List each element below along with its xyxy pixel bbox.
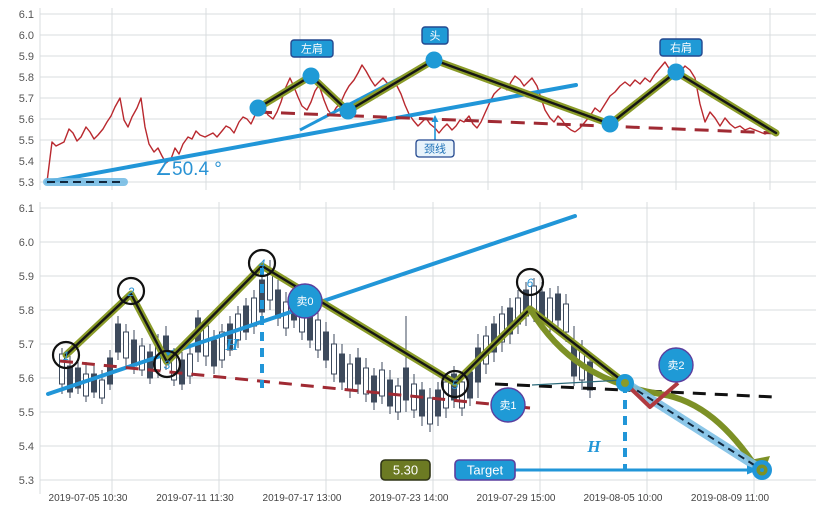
bottom-y-tick: 6.1	[19, 203, 34, 215]
pivot-circles	[51, 248, 545, 399]
x-axis-labels: 2019-07-05 10:30 2019-07-11 11:30 2019-0…	[49, 493, 770, 504]
sell1-marker-label: 卖1	[499, 399, 516, 412]
neckline-tag[interactable]: 颈线	[415, 139, 455, 158]
angle-annotation: ∠50.4 °	[155, 159, 222, 180]
target-price-badge-label: 5.30	[393, 463, 418, 478]
top-y-axis-labels: 6.1 6.0 5.9 5.8 5.7 5.6 5.5 5.4 5.3	[19, 9, 34, 189]
sell0-marker[interactable]: 卖0	[287, 283, 323, 319]
bottom-y-axis-labels: 6.1 6.0 5.9 5.8 5.7 5.6 5.5 5.4 5.3	[19, 203, 34, 487]
pivot-circle-4[interactable]	[247, 248, 277, 278]
top-neckline	[257, 110, 777, 135]
sell1-marker[interactable]: 卖1	[490, 387, 526, 423]
x-tick: 2019-07-23 14:00	[370, 493, 449, 504]
bottom-y-tick: 6.0	[19, 237, 34, 249]
projection-curve	[527, 306, 761, 473]
top-vertical-gridlines	[39, 8, 771, 190]
pivot-num-5: 5	[452, 378, 459, 392]
x-tick: 2019-07-05 10:30	[49, 493, 128, 504]
bottom-y-tick: 5.6	[19, 373, 34, 385]
top-y-tick: 5.8	[19, 72, 34, 84]
top-y-tick: 5.5	[19, 135, 34, 147]
sell1-leader-line	[531, 379, 625, 386]
height-label-upper: H	[224, 335, 239, 354]
left-shoulder-tag-label: 左肩	[301, 42, 323, 56]
top-uptrend-line	[45, 83, 578, 184]
target-button-label: Target	[467, 463, 504, 478]
bottom-plot-background	[40, 202, 816, 484]
neckline-pointer-arrow	[431, 115, 439, 122]
top-y-tick: 5.4	[19, 156, 34, 168]
pivot-dot-left-shoulder	[302, 67, 320, 85]
measured-move-dashed	[626, 383, 763, 471]
height-label-lower: H	[586, 437, 601, 456]
pivot-num-3: 3	[164, 358, 171, 372]
bottom-y-tick: 5.7	[19, 339, 34, 351]
left-shoulder-tag[interactable]: 左肩	[290, 39, 334, 58]
sell2-marker[interactable]: 卖2	[658, 347, 694, 383]
target-point-center	[760, 468, 764, 472]
right-shoulder-tag-label: 右肩	[670, 41, 692, 55]
pivot-circle-numbers: 1 2 3 4 5 6	[63, 257, 534, 392]
bottom-neckline	[59, 359, 531, 410]
head-tag[interactable]: 头	[421, 26, 449, 45]
bottom-y-tick: 5.9	[19, 271, 34, 283]
breakdown-point-inner	[621, 379, 629, 387]
pivot-num-4: 4	[259, 257, 266, 271]
pivot-circle-5[interactable]	[440, 369, 470, 399]
pullback-zigzag	[623, 381, 680, 409]
bottom-chart-panel: 6.1 6.0 5.9 5.8 5.7 5.6 5.5 5.4 5.3	[0, 198, 816, 520]
x-tick: 2019-07-17 13:00	[263, 493, 342, 504]
bottom-y-tick: 5.5	[19, 407, 34, 419]
top-y-tick: 5.6	[19, 114, 34, 126]
bottom-vertical-gridlines	[39, 202, 755, 494]
right-shoulder-tag[interactable]: 右肩	[659, 38, 703, 57]
top-y-tick: 5.9	[19, 51, 34, 63]
pivot-dot	[601, 115, 619, 133]
head-tag-label: 头	[430, 30, 441, 43]
pivot-dot	[339, 102, 357, 120]
bottom-y-tick: 5.4	[19, 441, 34, 453]
pivot-circle-3[interactable]	[152, 349, 182, 379]
pivot-circle-1[interactable]	[51, 340, 81, 370]
pivot-circle-6[interactable]	[515, 267, 545, 297]
top-pivot-dots	[249, 51, 685, 133]
neckline-tag-label: 颈线	[424, 142, 446, 156]
x-tick: 2019-07-29 15:00	[477, 493, 556, 504]
pivot-dot-right-shoulder	[667, 63, 685, 81]
x-tick: 2019-07-11 11:30	[156, 493, 234, 504]
top-y-tick: 6.0	[19, 30, 34, 42]
x-tick: 2019-08-05 10:00	[584, 493, 663, 504]
top-y-tick: 5.3	[19, 177, 34, 189]
top-chart-panel: 6.1 6.0 5.9 5.8 5.7 5.6 5.5 5.4 5.3	[0, 0, 816, 198]
sell0-marker-label: 卖0	[296, 295, 313, 308]
target-button[interactable]: Target	[454, 459, 516, 481]
sell2-marker-label: 卖2	[667, 359, 684, 372]
top-y-tick: 5.7	[19, 93, 34, 105]
top-price-line	[46, 64, 576, 183]
pivot-num-1: 1	[63, 349, 70, 363]
pivot-circle-2[interactable]	[116, 276, 146, 306]
pivot-dot	[249, 99, 267, 117]
top-y-tick: 6.1	[19, 9, 34, 21]
bottom-y-tick: 5.3	[19, 475, 34, 487]
target-price-badge: 5.30	[380, 459, 431, 481]
pivot-num-6: 6	[527, 276, 534, 290]
pivot-num-2: 2	[127, 285, 135, 299]
bottom-y-tick: 5.8	[19, 305, 34, 317]
x-tick: 2019-08-09 11:00	[691, 493, 770, 504]
pivot-dot-head	[425, 51, 443, 69]
